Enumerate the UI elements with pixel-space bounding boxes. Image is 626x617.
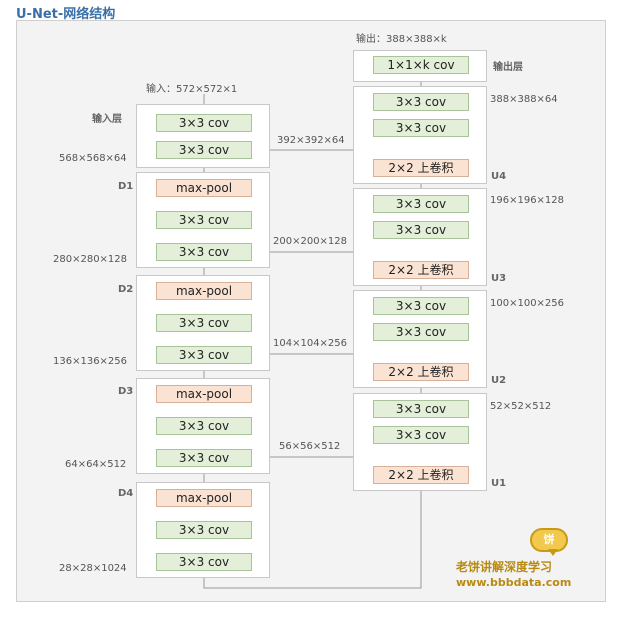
input-size-label: 输入：572×572×1 — [146, 84, 238, 95]
u4-upconv: 2×2 上卷积 — [373, 159, 469, 177]
d1-conv-1: 3×3 cov — [156, 211, 252, 229]
input-conv-2: 3×3 cov — [156, 141, 252, 159]
left-dim-1: 568×568×64 — [59, 153, 127, 164]
left-dim-2: 280×280×128 — [53, 254, 128, 265]
output-layer-label: 输出层 — [493, 62, 523, 73]
d1-label: D1 — [118, 181, 134, 192]
u1-upconv: 2×2 上卷积 — [373, 466, 469, 484]
d1-max-pool: max-pool — [156, 179, 252, 197]
u3-conv-2: 3×3 cov — [373, 195, 469, 213]
d4-max-pool: max-pool — [156, 489, 252, 507]
skip-dim-3: 104×104×256 — [273, 338, 348, 349]
d3-max-pool: max-pool — [156, 385, 252, 403]
d2-label: D2 — [118, 284, 134, 295]
d3-conv-2: 3×3 cov — [156, 449, 252, 467]
u1-label: U1 — [491, 478, 507, 489]
logo-url: www.bbbdata.com — [456, 576, 572, 589]
skip-dim-4: 56×56×512 — [279, 441, 341, 452]
u4-conv-1: 3×3 cov — [373, 119, 469, 137]
left-dim-5: 28×28×1024 — [59, 563, 127, 574]
d4-conv-2: 3×3 cov — [156, 553, 252, 571]
u2-upconv: 2×2 上卷积 — [373, 363, 469, 381]
d1-conv-2: 3×3 cov — [156, 243, 252, 261]
u4-conv-2: 3×3 cov — [373, 93, 469, 111]
input-layer-label: 输入层 — [92, 114, 122, 125]
right-dim-1: 388×388×64 — [490, 94, 558, 105]
logo-name: 老饼讲解深度学习 — [456, 560, 553, 574]
input-conv-1: 3×3 cov — [156, 114, 252, 132]
skip-dim-1: 392×392×64 — [277, 135, 345, 146]
d3-conv-1: 3×3 cov — [156, 417, 252, 435]
right-dim-3: 100×100×256 — [490, 298, 565, 309]
d2-conv-1: 3×3 cov — [156, 314, 252, 332]
left-dim-4: 64×64×512 — [65, 459, 127, 470]
u1-conv-1: 3×3 cov — [373, 426, 469, 444]
u2-conv-1: 3×3 cov — [373, 323, 469, 341]
d3-label: D3 — [118, 386, 134, 397]
u2-conv-2: 3×3 cov — [373, 297, 469, 315]
u1-conv-2: 3×3 cov — [373, 400, 469, 418]
right-dim-2: 196×196×128 — [490, 195, 565, 206]
right-dim-4: 52×52×512 — [490, 401, 552, 412]
output-size-label: 输出：388×388×k — [356, 34, 447, 45]
u2-label: U2 — [491, 375, 507, 386]
d2-max-pool: max-pool — [156, 282, 252, 300]
u3-upconv: 2×2 上卷积 — [373, 261, 469, 279]
left-dim-3: 136×136×256 — [53, 356, 128, 367]
diagram-title: U-Net-网络结构 — [16, 7, 116, 22]
diagram-frame — [16, 20, 606, 602]
u3-label: U3 — [491, 273, 507, 284]
d2-conv-2: 3×3 cov — [156, 346, 252, 364]
u4-label: U4 — [491, 171, 507, 182]
final-conv: 1×1×k cov — [373, 56, 469, 74]
logo-badge-tail — [548, 549, 558, 556]
d4-conv-1: 3×3 cov — [156, 521, 252, 539]
u3-conv-1: 3×3 cov — [373, 221, 469, 239]
d4-label: D4 — [118, 488, 134, 499]
skip-dim-2: 200×200×128 — [273, 236, 348, 247]
